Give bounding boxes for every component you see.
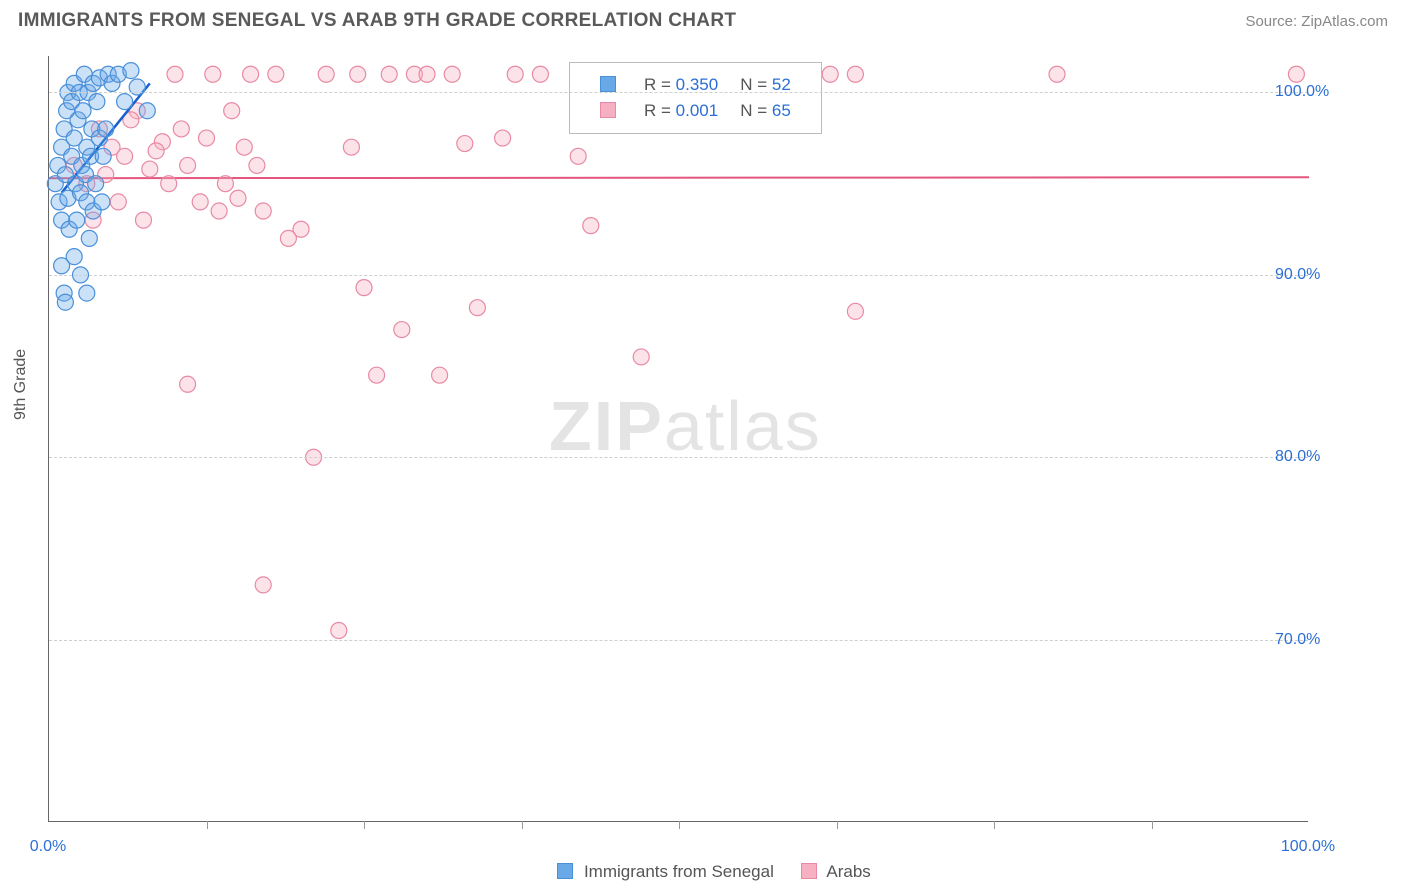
x-minor-tick — [364, 821, 365, 829]
y-tick-label: 70.0% — [1275, 631, 1320, 649]
x-minor-tick — [837, 821, 838, 829]
gridline-h — [49, 92, 1308, 93]
x-tick-label: 0.0% — [30, 838, 66, 856]
y-tick-label: 80.0% — [1275, 448, 1320, 466]
x-minor-tick — [1152, 821, 1153, 829]
x-minor-tick — [207, 821, 208, 829]
gridline-h — [49, 275, 1308, 276]
gridline-h — [49, 457, 1308, 458]
source-label: Source: ZipAtlas.com — [1245, 13, 1388, 30]
swatch-arabs-icon — [801, 863, 817, 879]
y-tick-label: 100.0% — [1275, 83, 1329, 101]
swatch-senegal-icon — [600, 76, 616, 92]
y-axis-title: 9th Grade — [12, 349, 30, 420]
chart-plot-area: ZIPatlas R = 0.350 N = 52 R = 0.001 N = … — [48, 56, 1308, 822]
swatch-senegal-icon — [557, 863, 573, 879]
bottom-legend: Immigrants from Senegal Arabs — [0, 862, 1406, 882]
y-tick-label: 90.0% — [1275, 266, 1320, 284]
x-minor-tick — [522, 821, 523, 829]
swatch-arabs-icon — [600, 102, 616, 118]
legend-label-senegal: Immigrants from Senegal — [584, 862, 774, 881]
correlation-legend: R = 0.350 N = 52 R = 0.001 N = 65 — [569, 62, 822, 134]
legend-label-arabs: Arabs — [826, 862, 870, 881]
gridline-h — [49, 640, 1308, 641]
legend-row-arabs: R = 0.001 N = 65 — [590, 99, 801, 123]
chart-title: IMMIGRANTS FROM SENEGAL VS ARAB 9TH GRAD… — [18, 10, 736, 32]
x-tick-label: 100.0% — [1281, 838, 1335, 856]
scatter-svg — [49, 56, 1308, 821]
x-minor-tick — [679, 821, 680, 829]
x-minor-tick — [994, 821, 995, 829]
